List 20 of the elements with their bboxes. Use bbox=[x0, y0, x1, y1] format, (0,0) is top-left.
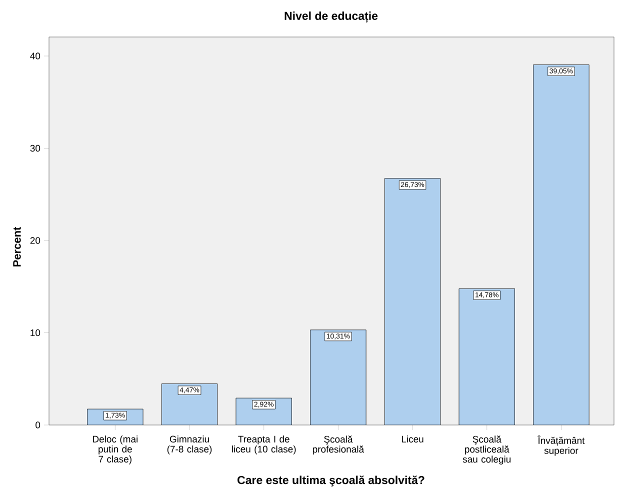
y-tick-label: 20 bbox=[30, 237, 40, 244]
bar bbox=[162, 384, 218, 425]
y-tick-label: 30 bbox=[30, 144, 40, 152]
x-tick-label: Învățământ superior bbox=[537, 436, 585, 456]
x-tick-label: Şcoală profesională bbox=[312, 436, 364, 455]
bar bbox=[533, 64, 590, 425]
y-axis-title: Percent bbox=[13, 226, 21, 266]
y-tick-label: 10 bbox=[30, 329, 40, 336]
x-tick-label: Liceu bbox=[402, 436, 424, 443]
bar bbox=[384, 178, 440, 425]
chart-title: Nivel de educație bbox=[284, 12, 378, 22]
y-tick-label: 0 bbox=[36, 422, 40, 428]
y-tick-label: 40 bbox=[30, 52, 40, 60]
x-tick-label: Şcoală postliceală sau colegiu bbox=[462, 436, 511, 465]
bar bbox=[310, 330, 366, 425]
bar bbox=[458, 288, 515, 425]
x-tick-label: Gimnaziu (7-8 clase) bbox=[167, 436, 212, 454]
x-axis-title: Care este ultima şcoală absolvită? bbox=[238, 476, 424, 486]
x-tick-label: Treapta I de liceu (10 clase) bbox=[232, 436, 296, 454]
x-tick-label: Deloc (mai putin de 7 clase) bbox=[92, 436, 138, 464]
